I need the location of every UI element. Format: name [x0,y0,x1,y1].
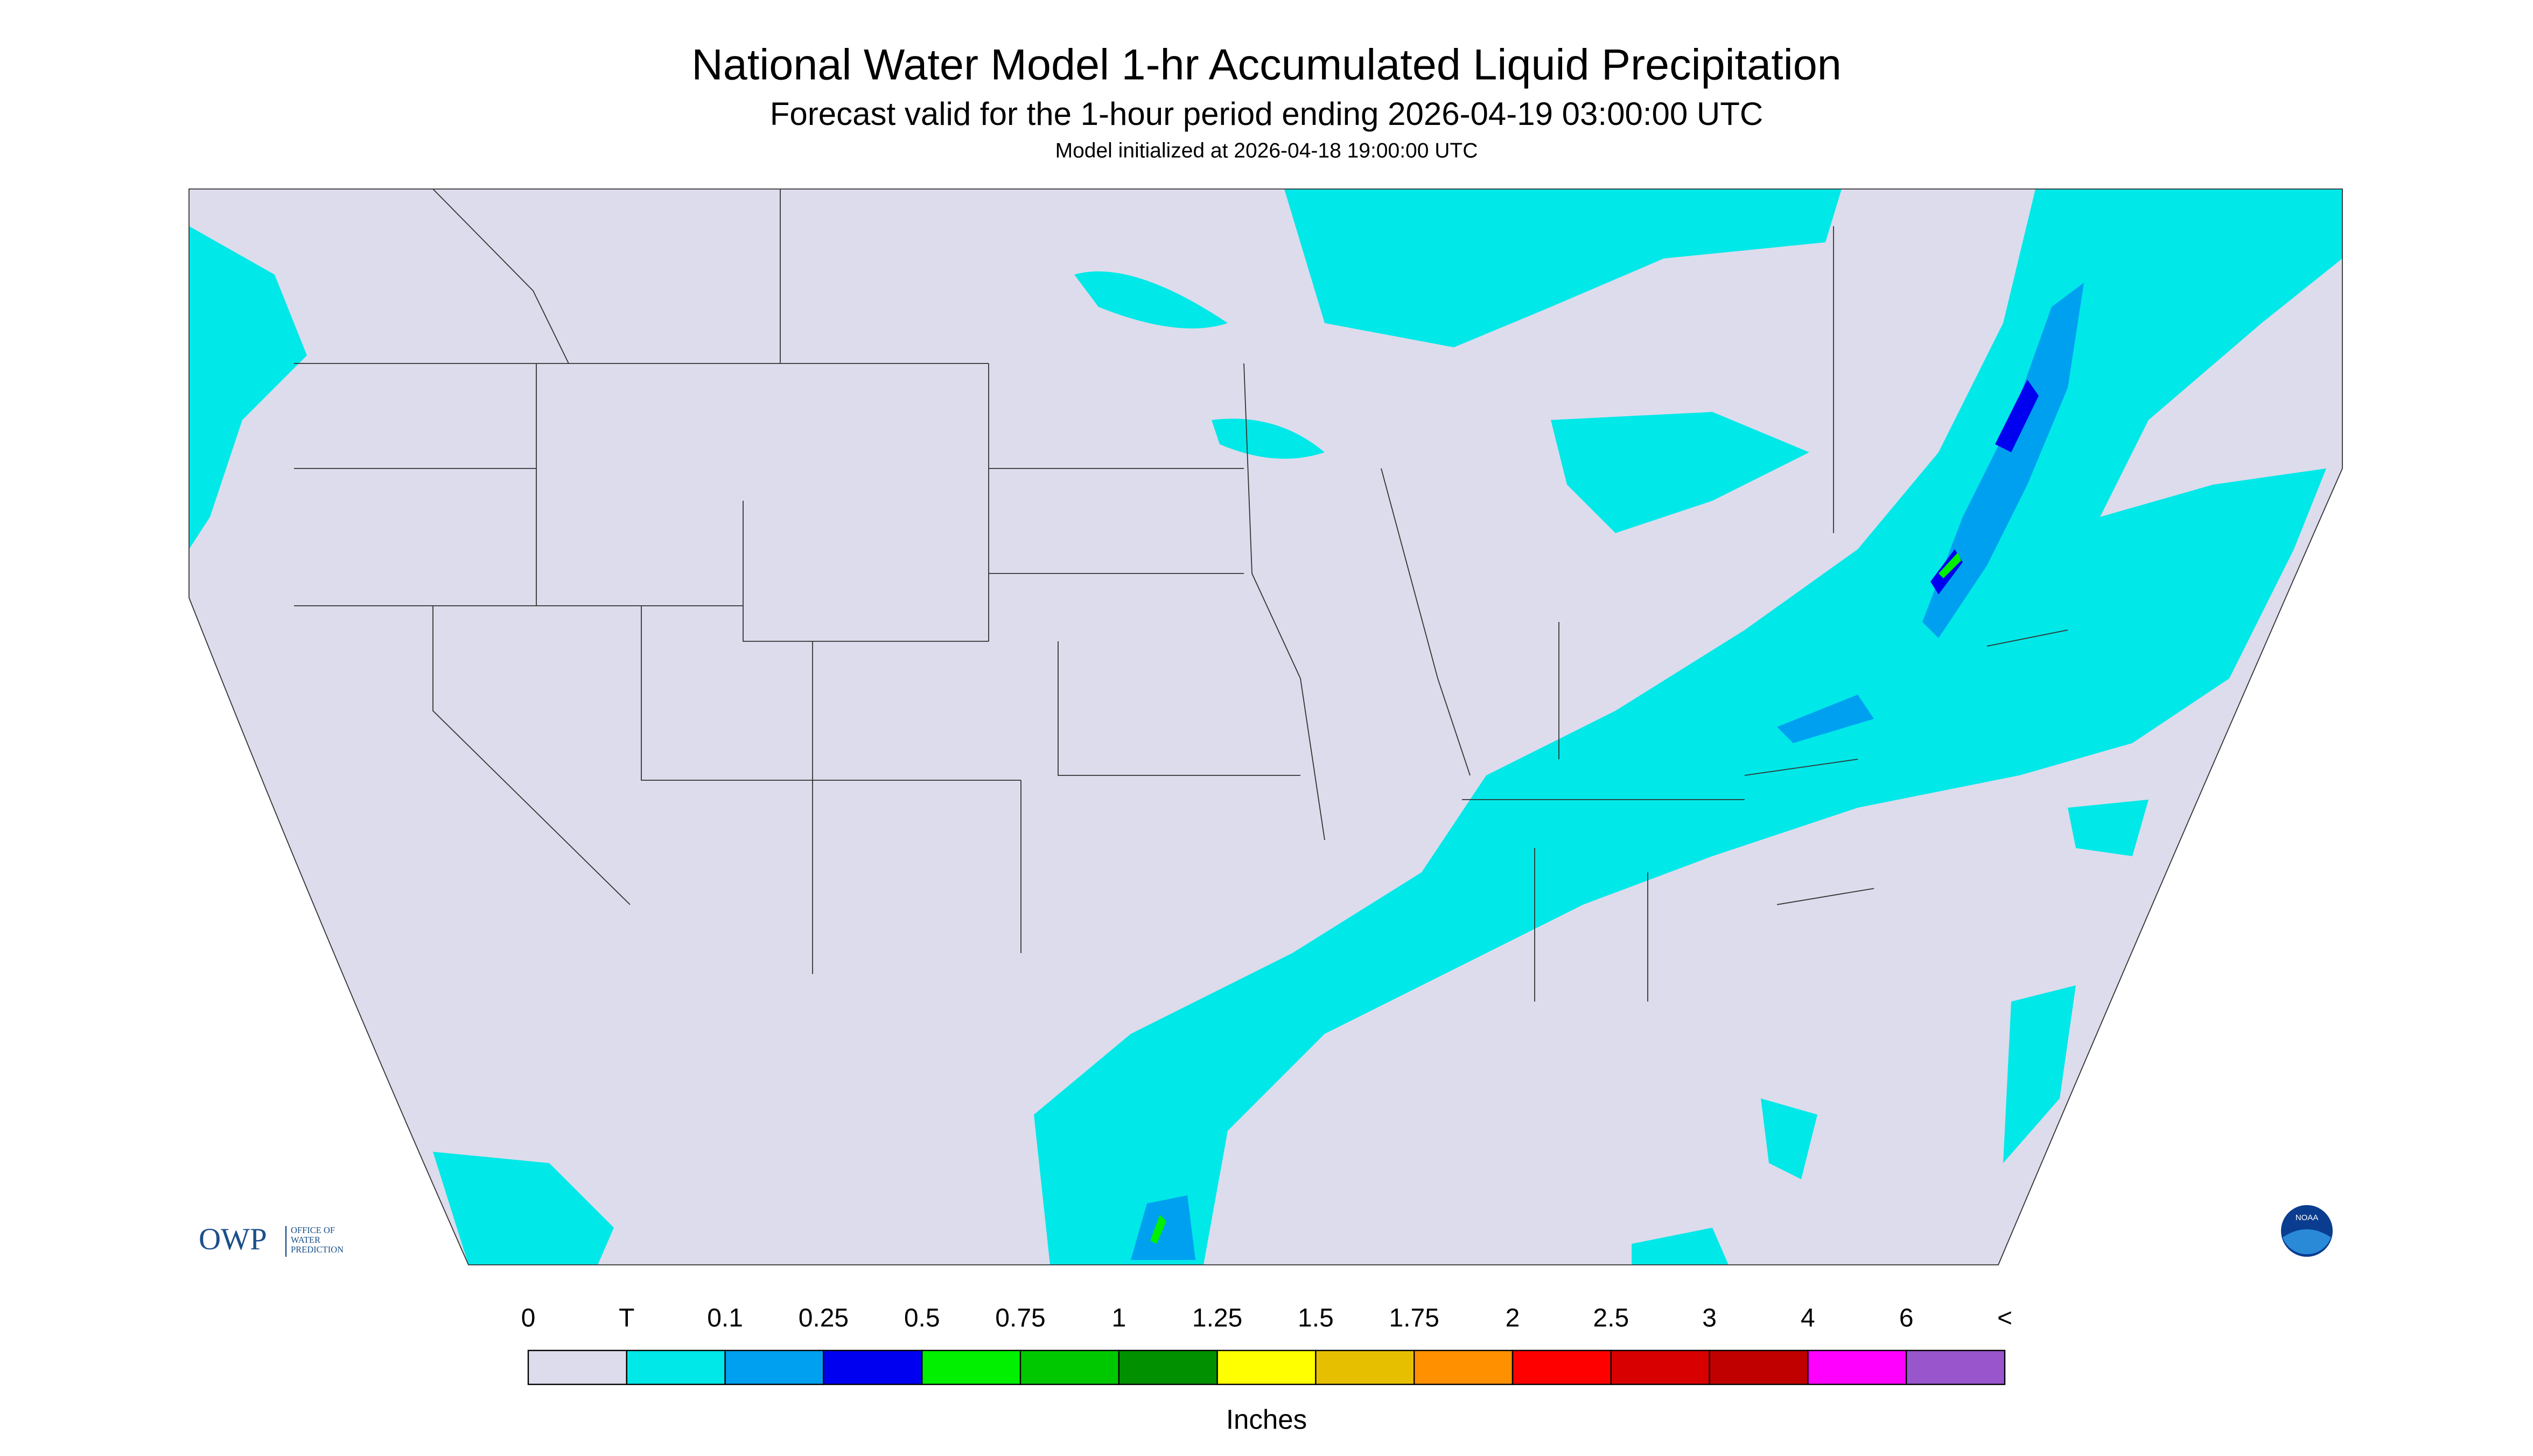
legend-label: 0 [521,1304,536,1333]
map-area [188,188,2343,1265]
legend-label: 3 [1702,1304,1717,1333]
owp-line: OFFICE OF [291,1225,335,1235]
legend-swatch [527,1349,628,1385]
legend-swatch [1610,1349,1710,1385]
legend-swatch [724,1349,824,1385]
legend-label: 1.75 [1389,1304,1439,1333]
legend-swatch [626,1349,726,1385]
noaa-logo: NOAA [2281,1205,2333,1257]
legend-swatch [1118,1349,1218,1385]
legend-label: 1.5 [1298,1304,1334,1333]
legend-label: 0.75 [995,1304,1045,1333]
owp-abbr: OWP [199,1222,267,1256]
legend-label: 0.5 [904,1304,940,1333]
legend-label: T [619,1304,634,1333]
subtitle: Forecast valid for the 1-hour period end… [770,96,1763,132]
legend-label: 1.25 [1192,1304,1242,1333]
legend-swatch [1512,1349,1612,1385]
legend-swatch [823,1349,923,1385]
precip-moderate [1131,283,2084,1261]
legend-label: 6 [1899,1304,1914,1333]
legend-swatch [1019,1349,1120,1385]
legend-label: 2.5 [1593,1304,1629,1333]
legend-unit: Inches [1226,1404,1307,1434]
state-borders [188,188,2343,1265]
owp-logo: OWP OFFICE OF WATER PREDICTION [199,1222,344,1257]
noaa-wave [2283,1229,2331,1255]
legend-swatch [1414,1349,1514,1385]
legend-swatch [1709,1349,1809,1385]
legend-label: 0.1 [707,1304,743,1333]
init-time: Model initialized at 2026-04-18 19:00:00… [1055,139,1478,162]
owp-line: WATER [291,1235,320,1245]
legend-swatch [1315,1349,1415,1385]
legend-label: 0.25 [799,1304,849,1333]
domain [189,189,2342,1265]
legend-label: 2 [1506,1304,1520,1333]
noaa-text: NOAA [2296,1213,2319,1222]
legend-label: 1 [1111,1304,1126,1333]
owp-line: PREDICTION [291,1244,344,1255]
legend-swatch [1216,1349,1317,1385]
legend: 0 T 0.1 0.25 0.5 0.75 1 1.25 1.5 1.75 2 2.5 3 4 6 < [521,1304,2012,1385]
legend-swatch [1905,1349,2006,1385]
title: National Water Model 1-hr Accumulated Li… [691,40,1842,89]
legend-label: 4 [1801,1304,1815,1333]
legend-swatch [1807,1349,1907,1385]
legend-swatch [921,1349,1021,1385]
legend-label: < [1997,1304,2012,1333]
